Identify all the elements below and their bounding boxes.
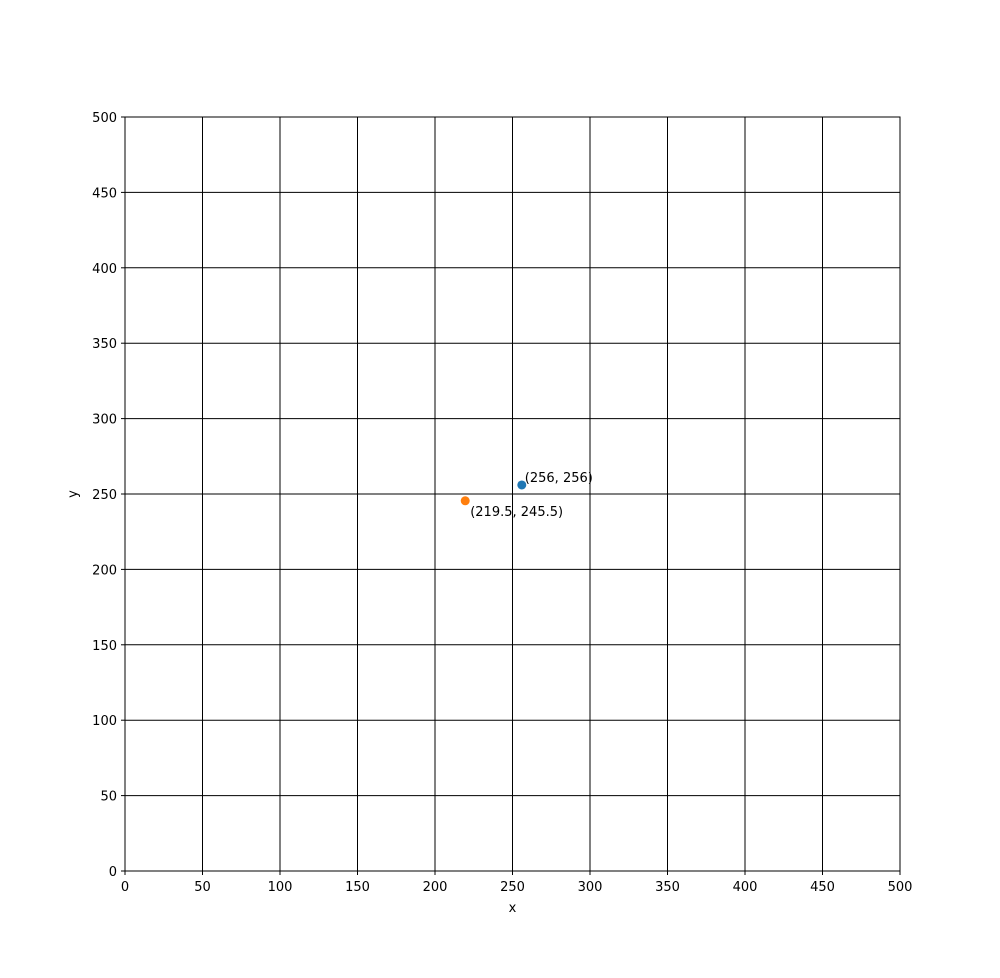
x-tick-label: 150 bbox=[345, 880, 370, 895]
x-tick-label: 500 bbox=[888, 880, 913, 895]
x-tick-label: 400 bbox=[733, 880, 758, 895]
data-point-label: (256, 256) bbox=[525, 471, 593, 486]
y-tick-label: 300 bbox=[92, 413, 117, 428]
x-axis-ticks: 0 50 100 150 200 250 300 350 400 450 500 bbox=[121, 871, 913, 895]
x-tick-label: 350 bbox=[655, 880, 680, 895]
y-tick-label: 100 bbox=[92, 714, 117, 729]
y-tick-label: 350 bbox=[92, 337, 117, 352]
y-axis-label: y bbox=[66, 490, 81, 498]
x-tick-label: 0 bbox=[121, 880, 129, 895]
x-tick-label: 450 bbox=[810, 880, 835, 895]
y-tick-label: 50 bbox=[100, 790, 117, 805]
x-tick-label: 100 bbox=[268, 880, 293, 895]
x-tick-label: 300 bbox=[578, 880, 603, 895]
x-tick-label: 250 bbox=[500, 880, 525, 895]
data-points: (256, 256) (219.5, 245.5) bbox=[460, 471, 593, 520]
y-tick-label: 150 bbox=[92, 639, 117, 654]
y-tick-label: 450 bbox=[92, 186, 117, 201]
data-point bbox=[460, 496, 470, 506]
x-axis-label: x bbox=[509, 901, 517, 916]
y-tick-label: 500 bbox=[92, 111, 117, 126]
y-tick-label: 200 bbox=[92, 563, 117, 578]
y-tick-label: 0 bbox=[109, 865, 117, 880]
x-tick-label: 200 bbox=[423, 880, 448, 895]
x-tick-label: 50 bbox=[194, 880, 211, 895]
y-axis-ticks: 0 50 100 150 200 250 300 350 400 450 500 bbox=[92, 111, 125, 880]
y-tick-label: 250 bbox=[92, 488, 117, 503]
data-point-label: (219.5, 245.5) bbox=[470, 505, 563, 520]
y-tick-label: 400 bbox=[92, 262, 117, 277]
grid bbox=[124, 116, 901, 872]
data-point bbox=[517, 480, 527, 490]
